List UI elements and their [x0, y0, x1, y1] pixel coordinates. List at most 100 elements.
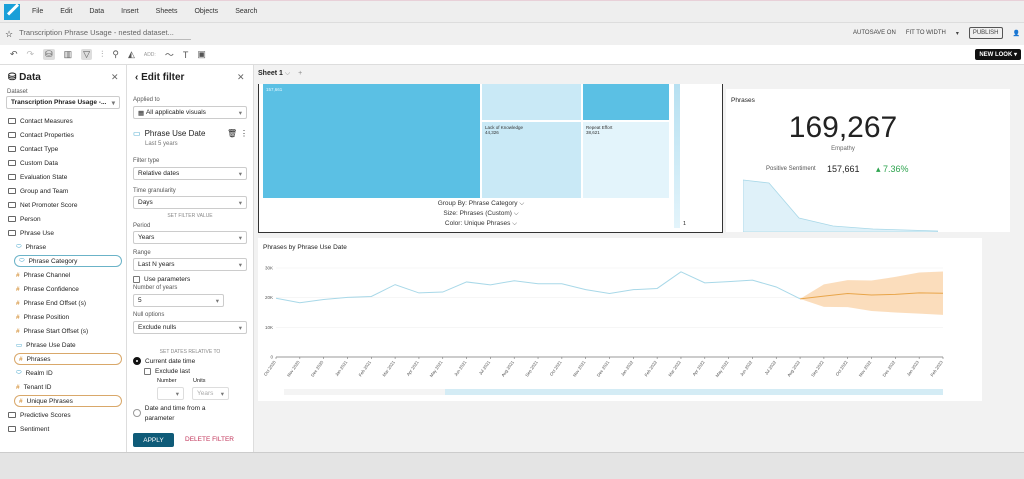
chevron-down-icon[interactable]: ▾ [955, 30, 959, 37]
measure-icon: # [16, 327, 20, 335]
current-date-radio[interactable]: Current date time [133, 357, 195, 365]
add-image-icon[interactable]: ▣ [197, 49, 206, 59]
field-item[interactable]: # Phrase End Offset (s) [16, 299, 87, 307]
treemap-cell[interactable] [482, 84, 581, 120]
treemap-cell[interactable]: Repeat Effort 38,621 [583, 122, 669, 198]
set-filter-value-heading: SET FILTER VALUE [167, 213, 213, 219]
user-icon[interactable]: 👤 [1012, 30, 1020, 37]
star-icon[interactable]: ☆ [5, 28, 14, 39]
treemap-cell[interactable] [583, 84, 669, 120]
menu-data[interactable]: Data [89, 8, 105, 15]
x-tick-label: Jun 2021 [453, 359, 468, 377]
menu-file[interactable]: File [32, 8, 44, 15]
filter-type-select[interactable]: Relative dates [133, 167, 247, 180]
field-item[interactable]: ⬭ Phrase [16, 243, 47, 251]
use-parameters-checkbox[interactable]: Use parameters [133, 276, 190, 283]
menu-insert[interactable]: Insert [121, 8, 139, 15]
line-chart-visual[interactable]: Phrases by Phrase Use Date 0 10K 20K 30K Oct… [258, 238, 982, 401]
menu-edit[interactable]: Edit [60, 8, 73, 15]
field-item[interactable]: ▭ Phrase Use Date [16, 341, 76, 350]
folder-item[interactable]: Phrase Use [8, 227, 54, 239]
exclude-units-select[interactable]: Years [192, 387, 229, 400]
field-item[interactable]: # Phrase Confidence [16, 285, 79, 293]
exclude-last-checkbox[interactable]: Exclude last [144, 368, 190, 375]
menu-search[interactable]: Search [235, 8, 258, 15]
field-item[interactable]: # Tenant ID [16, 383, 52, 391]
range-select[interactable]: Last N years [133, 258, 247, 271]
scrollbar-thumb[interactable] [445, 389, 943, 395]
folder-icon [8, 174, 16, 180]
filter-field[interactable]: ▭ Phrase Use Date [133, 129, 206, 138]
field-item[interactable]: # Phrase Start Offset (s) [16, 327, 89, 335]
autosave-toggle[interactable]: AUTOSAVE ON [853, 30, 896, 36]
null-options-select[interactable]: Exclude nulls [133, 321, 247, 334]
field-item[interactable]: ⬭ Phrase Category [14, 255, 122, 267]
folder-item[interactable]: Predictive Scores [8, 409, 71, 421]
folder-item[interactable]: Contact Properties [8, 129, 74, 141]
menu-objects[interactable]: Objects [194, 8, 219, 15]
delete-icon[interactable]: 🗑 [227, 129, 238, 138]
data-panel: ⛁ Data ✕ Dataset Transcription Phrase Us… [0, 65, 127, 452]
add-sheet-button[interactable]: + [298, 70, 303, 77]
applied-to-select[interactable]: ▦ All applicable visuals [133, 106, 247, 119]
folder-icon [8, 412, 16, 418]
folder-item[interactable]: Person [8, 213, 41, 225]
title-bar: ☆ Transcription Phrase Usage - nested da… [0, 22, 1024, 45]
menu-sheets[interactable]: Sheets [155, 8, 178, 15]
treemap-visual[interactable]: 157,661 Lack of Knowledge 44,326 Repeat E… [258, 84, 723, 233]
themes-icon[interactable]: ◭ [127, 49, 135, 59]
folder-item[interactable]: Evaluation State [8, 171, 67, 183]
treemap-cell[interactable]: Lack of Knowledge 44,326 [482, 122, 581, 198]
add-text-icon[interactable]: T [182, 49, 189, 60]
field-item[interactable]: # Phrases [14, 353, 122, 365]
color-control[interactable]: Color: Unique Phrases ⌵ [444, 220, 518, 227]
folder-icon [8, 146, 16, 152]
fit-to-width-dropdown[interactable]: FIT TO WIDTH [905, 30, 946, 36]
tab-sheet-1[interactable]: Sheet 1 ⌵ + [258, 70, 303, 77]
parameters-icon[interactable]: ⫶ [101, 49, 104, 59]
delete-filter-button[interactable]: DELETE FILTER [185, 436, 235, 443]
null-options-label: Null options [133, 312, 165, 318]
group-by-control[interactable]: Group By: Phrase Category ⌵ [437, 200, 525, 207]
relative-to-heading: SET DATES RELATIVE TO [159, 349, 221, 355]
granularity-select[interactable]: Days [133, 196, 247, 209]
analysis-title[interactable]: Transcription Phrase Usage - nested data… [19, 28, 192, 40]
exclude-number-input[interactable] [157, 387, 184, 400]
treemap-cell[interactable]: 157,661 [263, 84, 480, 198]
folder-item[interactable]: Net Promoter Score [8, 199, 77, 211]
folder-item[interactable]: Sentiment [8, 423, 49, 435]
folder-item[interactable]: Group and Team [8, 185, 68, 197]
close-icon[interactable]: ✕ [237, 72, 245, 82]
add-visual-icon[interactable]: 〜 [164, 50, 174, 60]
field-item[interactable]: # Phrase Position [16, 313, 70, 321]
x-tick-label: Jul 2021 [478, 359, 492, 376]
publish-button[interactable]: PUBLISH [968, 27, 1003, 39]
folder-icon [8, 118, 16, 124]
x-tick-label: Aug 2022 [786, 359, 801, 377]
app-logo[interactable] [4, 3, 20, 20]
redo-icon[interactable]: ↷ [26, 49, 35, 59]
change-indicator: ▴ 7.36% [876, 164, 909, 174]
calendar-icon: ▭ [133, 129, 141, 138]
insights-icon[interactable]: ⚲ [112, 49, 119, 59]
folder-item[interactable]: Contact Measures [8, 115, 73, 127]
dataset-select[interactable]: Transcription Phrase Usage -... [6, 96, 120, 109]
kpi-visual[interactable]: Phrases 169,267 Empathy Positive Sentime… [726, 89, 1010, 232]
close-icon[interactable]: ✕ [111, 72, 119, 82]
more-icon[interactable]: ⋮ [240, 129, 248, 138]
field-item[interactable]: # Phrase Channel [16, 271, 71, 279]
folder-item[interactable]: Custom Data [8, 157, 58, 169]
apply-button[interactable]: APPLY [133, 433, 174, 447]
field-item[interactable]: # Unique Phrases [14, 395, 122, 407]
data-icon[interactable]: ⛁ [43, 49, 55, 60]
undo-icon[interactable]: ↶ [10, 49, 18, 59]
parameter-date-radio[interactable]: Date and time from a parameter [133, 404, 233, 424]
field-item[interactable]: ⬭ Realm ID [16, 369, 53, 377]
visualize-icon[interactable]: ▥ [63, 49, 73, 59]
folder-item[interactable]: Contact Type [8, 143, 58, 155]
number-of-years-input[interactable]: 5 [133, 294, 224, 307]
size-control[interactable]: Size: Phrases (Custom) ⌵ [443, 210, 519, 217]
new-look-dropdown[interactable]: NEW LOOK ▾ [975, 49, 1021, 60]
period-select[interactable]: Years [133, 231, 247, 244]
filter-icon[interactable]: ▽ [81, 49, 93, 60]
